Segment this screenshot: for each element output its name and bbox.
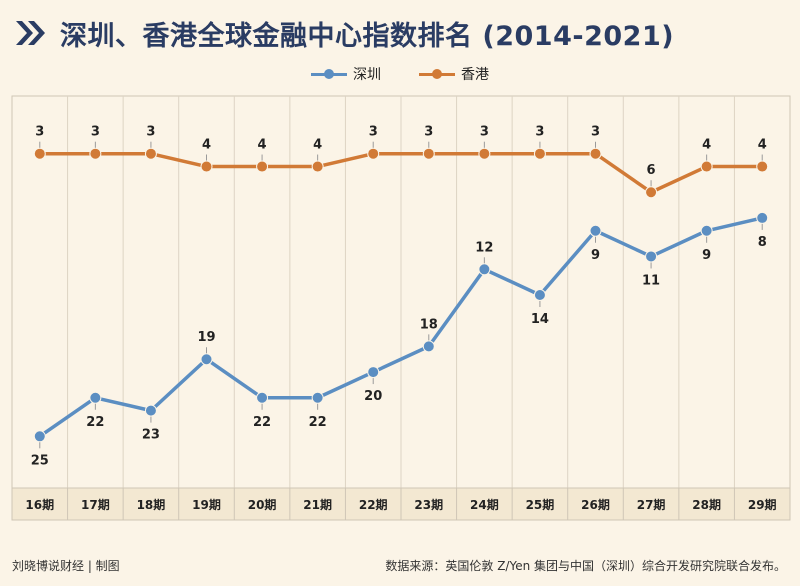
- legend-swatch-hongkong: [419, 67, 455, 81]
- data-label: 4: [258, 138, 267, 153]
- data-label: 9: [702, 248, 711, 263]
- data-label: 18: [420, 317, 438, 332]
- data-label: 22: [86, 415, 104, 430]
- x-tick-label: 17期: [81, 497, 110, 512]
- x-tick-label: 20期: [248, 497, 277, 512]
- data-point: [144, 404, 157, 417]
- legend-item-shenzhen: 深圳: [311, 64, 381, 84]
- data-point: [200, 160, 213, 173]
- data-label: 3: [480, 125, 489, 140]
- x-tick-label: 22期: [359, 497, 388, 512]
- data-point: [533, 147, 546, 160]
- data-label: 9: [591, 248, 600, 263]
- data-point: [422, 147, 435, 160]
- data-point: [533, 289, 546, 301]
- data-point: [700, 160, 713, 173]
- source-text: 数据来源：英国伦敦 Z/Yen 集团与中国（深圳）综合开发研究院联合发布。: [385, 559, 786, 573]
- data-label: 23: [142, 428, 160, 443]
- data-point: [33, 147, 46, 160]
- credit-text: 刘晓博说财经 | 制图: [12, 559, 120, 573]
- data-label: 3: [369, 125, 378, 140]
- data-label: 4: [702, 138, 711, 153]
- data-point: [756, 211, 769, 224]
- x-tick-label: 19期: [192, 497, 221, 512]
- data-point: [478, 263, 491, 276]
- data-label: 20: [364, 389, 382, 404]
- legend-label-shenzhen: 深圳: [353, 67, 381, 83]
- data-label: 3: [591, 125, 600, 140]
- data-point: [144, 147, 157, 160]
- x-tick-label: 25期: [526, 497, 555, 512]
- data-label: 11: [642, 273, 660, 288]
- data-point: [645, 250, 658, 263]
- series-line-0: [38, 216, 764, 439]
- data-label: 19: [197, 330, 215, 345]
- data-label: 3: [91, 125, 100, 140]
- data-point: [256, 160, 269, 173]
- data-label: 3: [146, 125, 155, 140]
- legend: 深圳 香港: [0, 64, 800, 84]
- data-label: 3: [535, 125, 544, 140]
- data-point: [478, 147, 491, 160]
- data-point: [367, 147, 380, 160]
- data-label: 6: [647, 163, 656, 178]
- data-label: 3: [35, 125, 44, 140]
- data-point: [756, 160, 769, 173]
- data-label: 4: [202, 138, 211, 153]
- data-label: 8: [758, 235, 767, 250]
- data-label: 12: [475, 240, 493, 255]
- x-tick-label: 21期: [303, 497, 332, 512]
- data-label: 22: [309, 415, 327, 430]
- data-label: 4: [758, 138, 767, 153]
- x-tick-label: 23期: [414, 497, 443, 512]
- data-point: [33, 430, 46, 443]
- data-label: 14: [531, 312, 549, 327]
- data-label: 3: [424, 125, 433, 140]
- x-tick-label: 16期: [25, 497, 54, 512]
- x-tick-label: 29期: [748, 497, 777, 512]
- data-label: 25: [31, 453, 49, 468]
- data-point: [89, 391, 102, 404]
- x-tick-label: 26期: [581, 497, 610, 512]
- data-point: [89, 147, 102, 160]
- legend-swatch-shenzhen: [311, 67, 347, 81]
- data-point: [311, 160, 324, 173]
- data-point: [700, 224, 713, 237]
- x-tick-label: 18期: [137, 497, 166, 512]
- series-line-1: [38, 151, 764, 194]
- legend-item-hongkong: 香港: [419, 64, 489, 84]
- data-label: 4: [313, 138, 322, 153]
- chevron-right-icon: [16, 21, 45, 45]
- data-point: [311, 391, 324, 404]
- data-point: [645, 186, 658, 199]
- data-point: [589, 147, 602, 160]
- data-label: 22: [253, 415, 271, 430]
- data-point: [367, 366, 380, 379]
- x-tick-label: 28期: [692, 497, 721, 512]
- data-point: [200, 353, 213, 366]
- chart-title: 深圳、香港全球金融中心指数排名 (2014-2021): [60, 21, 675, 52]
- legend-label-hongkong: 香港: [461, 67, 489, 83]
- data-point: [589, 224, 602, 237]
- x-tick-label: 27期: [637, 497, 666, 512]
- data-point: [256, 391, 269, 404]
- data-point: [422, 340, 435, 353]
- x-tick-label: 24期: [470, 497, 499, 512]
